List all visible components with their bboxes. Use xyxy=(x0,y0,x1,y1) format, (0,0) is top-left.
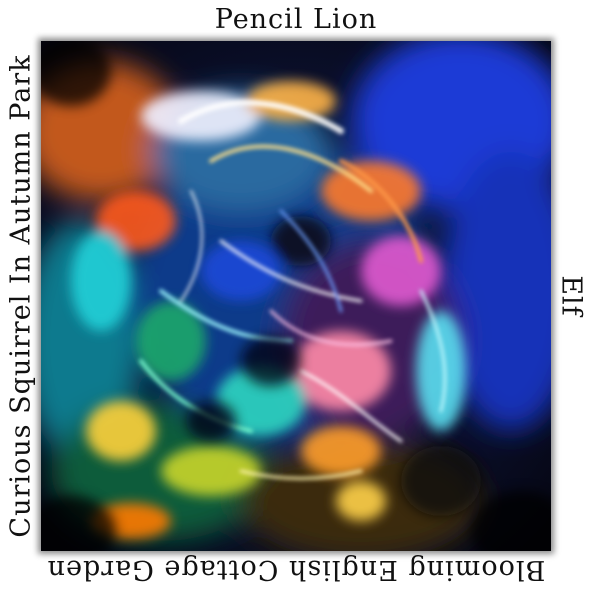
label-bottom: Blooming English Cottage Garden xyxy=(46,554,546,585)
label-left: Curious Squirrel In Autumn Park xyxy=(5,54,37,538)
abstract-swirl-image xyxy=(41,41,551,551)
label-right: Elf xyxy=(555,275,587,317)
label-top: Pencil Lion xyxy=(214,4,378,35)
